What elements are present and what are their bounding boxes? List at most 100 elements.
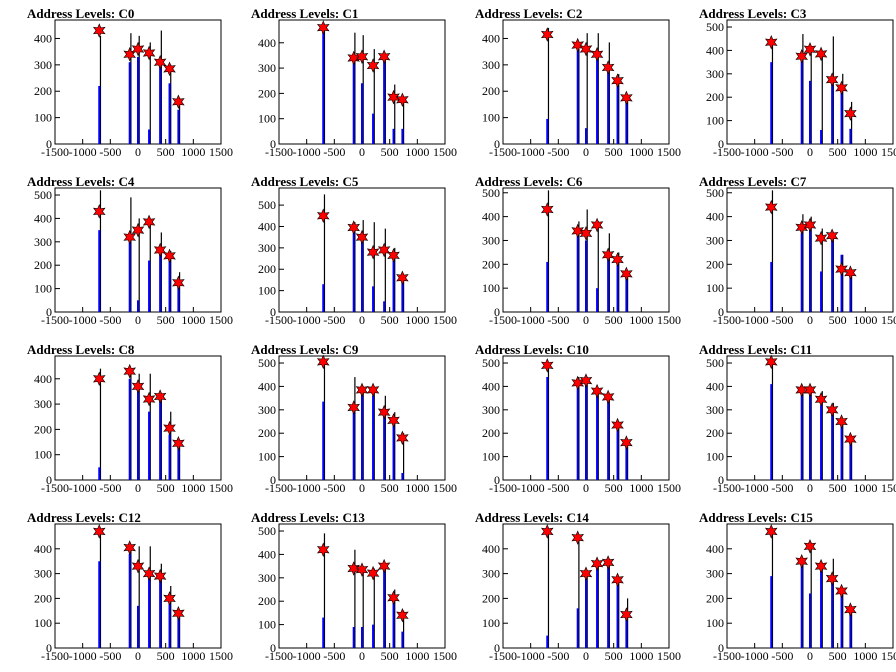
y-tick-label: 300 xyxy=(34,58,52,72)
y-tick-label: 100 xyxy=(34,282,52,296)
marker-star xyxy=(835,583,848,599)
marker-star xyxy=(347,400,360,415)
x-tick-label: 1000 xyxy=(629,649,653,663)
panel-6: Address Levels: C60100200300400500-1500-… xyxy=(475,174,681,327)
panel-title: Address Levels: C13 xyxy=(251,510,365,525)
x-tick-label: 500 xyxy=(829,145,847,159)
y-tick-label: 200 xyxy=(706,591,724,605)
y-tick-label: 100 xyxy=(34,448,52,462)
marker-star xyxy=(601,389,615,405)
marker-star xyxy=(814,46,828,62)
x-tick-label: 1500 xyxy=(433,145,457,159)
panel-15: Address Levels: C15 0 100 200 300 400 -1500 -10… xyxy=(699,510,896,663)
marker-star xyxy=(131,222,145,238)
x-tick-label: -1500 xyxy=(713,481,741,495)
y-tick-label: 0 xyxy=(270,641,276,655)
marker-star xyxy=(795,48,808,64)
marker-star xyxy=(835,414,848,429)
y-tick-label: 400 xyxy=(34,372,52,386)
y-tick-label: 400 xyxy=(482,31,500,45)
x-tick-label: -1500 xyxy=(489,481,517,495)
x-tick-label: 500 xyxy=(829,649,847,663)
y-tick-label: 400 xyxy=(34,31,52,45)
x-tick-label: 1500 xyxy=(433,649,457,663)
x-tick-label: 500 xyxy=(829,313,847,327)
x-tick-label: -500 xyxy=(771,481,793,495)
y-tick-label: 0 xyxy=(46,137,52,151)
x-tick-label: -500 xyxy=(547,481,569,495)
x-tick-label: -500 xyxy=(547,649,569,663)
y-tick-label: 200 xyxy=(34,422,52,436)
panel-title: Address Levels: C9 xyxy=(251,342,359,357)
panel-title: Address Levels: C0 xyxy=(27,6,134,21)
y-tick-label: 100 xyxy=(34,616,52,630)
panel-title: Address Levels: C4 xyxy=(27,174,135,189)
marker-star xyxy=(540,358,554,373)
x-tick-label: -1000 xyxy=(293,313,321,327)
x-tick-label: -500 xyxy=(323,649,345,663)
y-tick-label: 400 xyxy=(706,43,724,57)
marker-star xyxy=(355,382,369,398)
marker-star xyxy=(163,248,176,264)
x-tick-label: -500 xyxy=(323,481,345,495)
x-tick-label: -1500 xyxy=(713,313,741,327)
marker-star xyxy=(814,230,828,246)
y-tick-label: 300 xyxy=(258,241,276,255)
marker-star xyxy=(163,591,176,606)
y-tick-label: 300 xyxy=(482,567,500,581)
x-tick-label: 1000 xyxy=(853,313,877,327)
marker-star xyxy=(172,436,185,451)
y-tick-label: 100 xyxy=(482,450,500,464)
y-tick-label: 500 xyxy=(34,188,52,202)
marker-star xyxy=(316,354,330,370)
x-tick-label: -1000 xyxy=(293,145,321,159)
y-tick-label: 100 xyxy=(258,618,276,632)
panel-title: Address Levels: C8 xyxy=(27,342,135,357)
x-tick-label: 1500 xyxy=(657,145,681,159)
y-tick-label: 200 xyxy=(706,426,724,440)
panel-title: Address Levels: C1 xyxy=(251,6,358,21)
x-tick-label: 500 xyxy=(157,313,175,327)
y-tick-label: 300 xyxy=(482,233,500,247)
x-tick-label: 500 xyxy=(605,481,623,495)
x-tick-label: 500 xyxy=(381,145,399,159)
panel-title: Address Levels: C7 xyxy=(699,174,807,189)
marker-star xyxy=(366,565,380,581)
y-tick-label: 200 xyxy=(706,257,724,271)
x-tick-label: 1500 xyxy=(881,481,896,495)
marker-star xyxy=(153,389,167,404)
marker-star xyxy=(153,54,167,70)
y-tick-label: 400 xyxy=(482,542,500,556)
y-tick-label: 200 xyxy=(706,90,724,104)
panel-3: Address Levels: C30100200300400500-1500-… xyxy=(699,6,896,159)
panel-5: Address Levels: C50100200300400500-1500-… xyxy=(251,174,457,327)
x-tick-label: -500 xyxy=(323,145,345,159)
marker-star xyxy=(316,542,330,558)
y-tick-label: 400 xyxy=(34,542,52,556)
marker-star xyxy=(764,34,778,50)
marker-star xyxy=(764,199,778,215)
y-tick-label: 100 xyxy=(706,281,724,295)
x-tick-label: 0 xyxy=(807,145,813,159)
x-tick-label: -1000 xyxy=(741,313,769,327)
y-tick-label: 0 xyxy=(494,137,500,151)
y-tick-label: 200 xyxy=(34,591,52,605)
x-tick-label: 0 xyxy=(807,649,813,663)
marker-star xyxy=(844,602,857,617)
marker-star xyxy=(377,404,391,420)
marker-star xyxy=(377,242,391,258)
y-tick-label: 500 xyxy=(706,20,724,34)
marker-star xyxy=(377,558,391,574)
y-tick-label: 500 xyxy=(258,198,276,212)
y-tick-label: 300 xyxy=(706,67,724,81)
x-tick-label: 1000 xyxy=(405,649,429,663)
marker-star xyxy=(579,373,593,388)
y-tick-label: 400 xyxy=(482,379,500,393)
y-tick-label: 300 xyxy=(706,403,724,417)
y-tick-label: 0 xyxy=(270,137,276,151)
y-tick-label: 200 xyxy=(258,594,276,608)
marker-star xyxy=(590,556,604,571)
panel-title: Address Levels: C5 xyxy=(251,174,359,189)
y-tick-label: 300 xyxy=(34,235,52,249)
